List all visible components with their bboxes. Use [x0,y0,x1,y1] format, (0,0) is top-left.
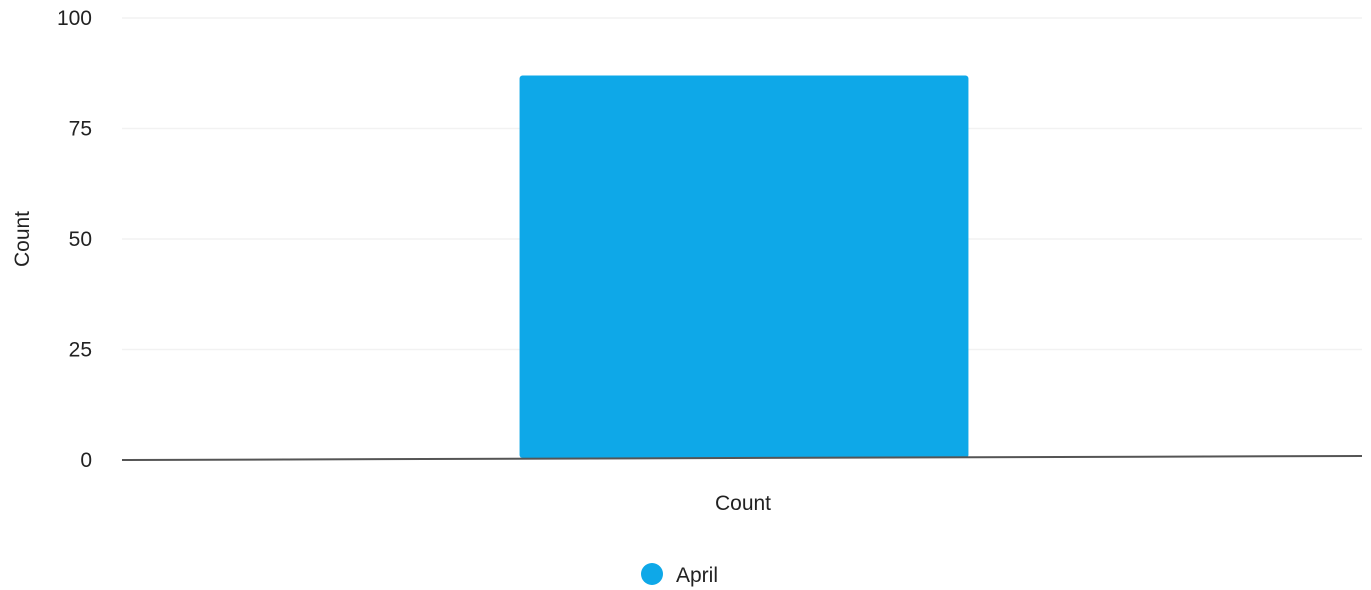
y-tick-label: 100 [57,7,92,30]
legend-label-april[interactable]: April [676,564,718,587]
legend: April [641,563,718,587]
y-tick-label: 75 [69,118,92,141]
y-tick-label: 0 [80,449,92,472]
y-tick-label: 25 [69,339,92,362]
x-axis-line [121,455,1363,461]
y-axis-title: Count [11,211,34,267]
x-tick-label: Count [715,492,771,515]
bars [519,75,969,459]
y-tick-label: 50 [69,228,92,251]
axes: 0 25 50 75 100 Count Count [11,7,1363,515]
legend-marker-april [641,563,663,585]
bar-april-count[interactable] [519,75,969,459]
